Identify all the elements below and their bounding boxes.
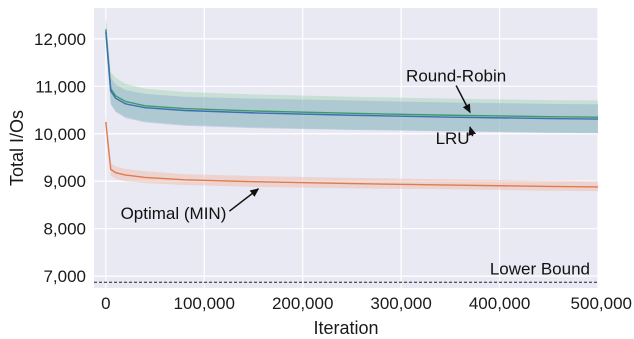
series-band: [105, 17, 598, 133]
annotation-label: Optimal (MIN): [121, 204, 227, 223]
x-tick-label: 400,000: [469, 294, 530, 313]
x-tick-label: 500,000: [571, 294, 632, 313]
annotation-arrow: [468, 126, 477, 137]
series-band: [105, 114, 598, 192]
series-line: [105, 31, 598, 120]
lower-bound-label: Lower Bound: [490, 259, 590, 278]
y-tick-label: 7,000: [43, 267, 86, 286]
y-tick-label: 8,000: [43, 220, 86, 239]
y-axis-label: Total I/Os: [7, 110, 27, 186]
annotation-arrow: [455, 85, 471, 114]
y-tick-label: 10,000: [34, 125, 86, 144]
confidence-bands: [105, 17, 598, 192]
annotation-arrow: [228, 188, 260, 212]
plot-area: [94, 8, 598, 288]
tick-labels: 0 100,000 200,000 300,000 400,000 500,000 7,00…: [34, 30, 632, 313]
series-line: [105, 29, 598, 118]
y-tick-label: 12,000: [34, 30, 86, 49]
x-tick-label: 300,000: [370, 294, 431, 313]
annotations: Round-Robin LRU Optimal (MIN): [121, 67, 507, 224]
y-tick-label: 11,000: [35, 77, 86, 96]
series-lines: [105, 29, 598, 188]
x-tick-label: 100,000: [174, 294, 235, 313]
x-tick-label: 200,000: [272, 294, 333, 313]
series-line: [105, 121, 598, 188]
series-band: [105, 19, 598, 134]
x-tick-label: 0: [101, 294, 110, 313]
x-axis-label: Iteration: [313, 318, 378, 338]
annotation-label: LRU: [436, 129, 470, 148]
annotation-label: Round-Robin: [406, 67, 506, 86]
grid-lines: [94, 8, 599, 288]
y-tick-label: 9,000: [43, 172, 86, 191]
reference-lines: Lower Bound: [94, 259, 598, 283]
